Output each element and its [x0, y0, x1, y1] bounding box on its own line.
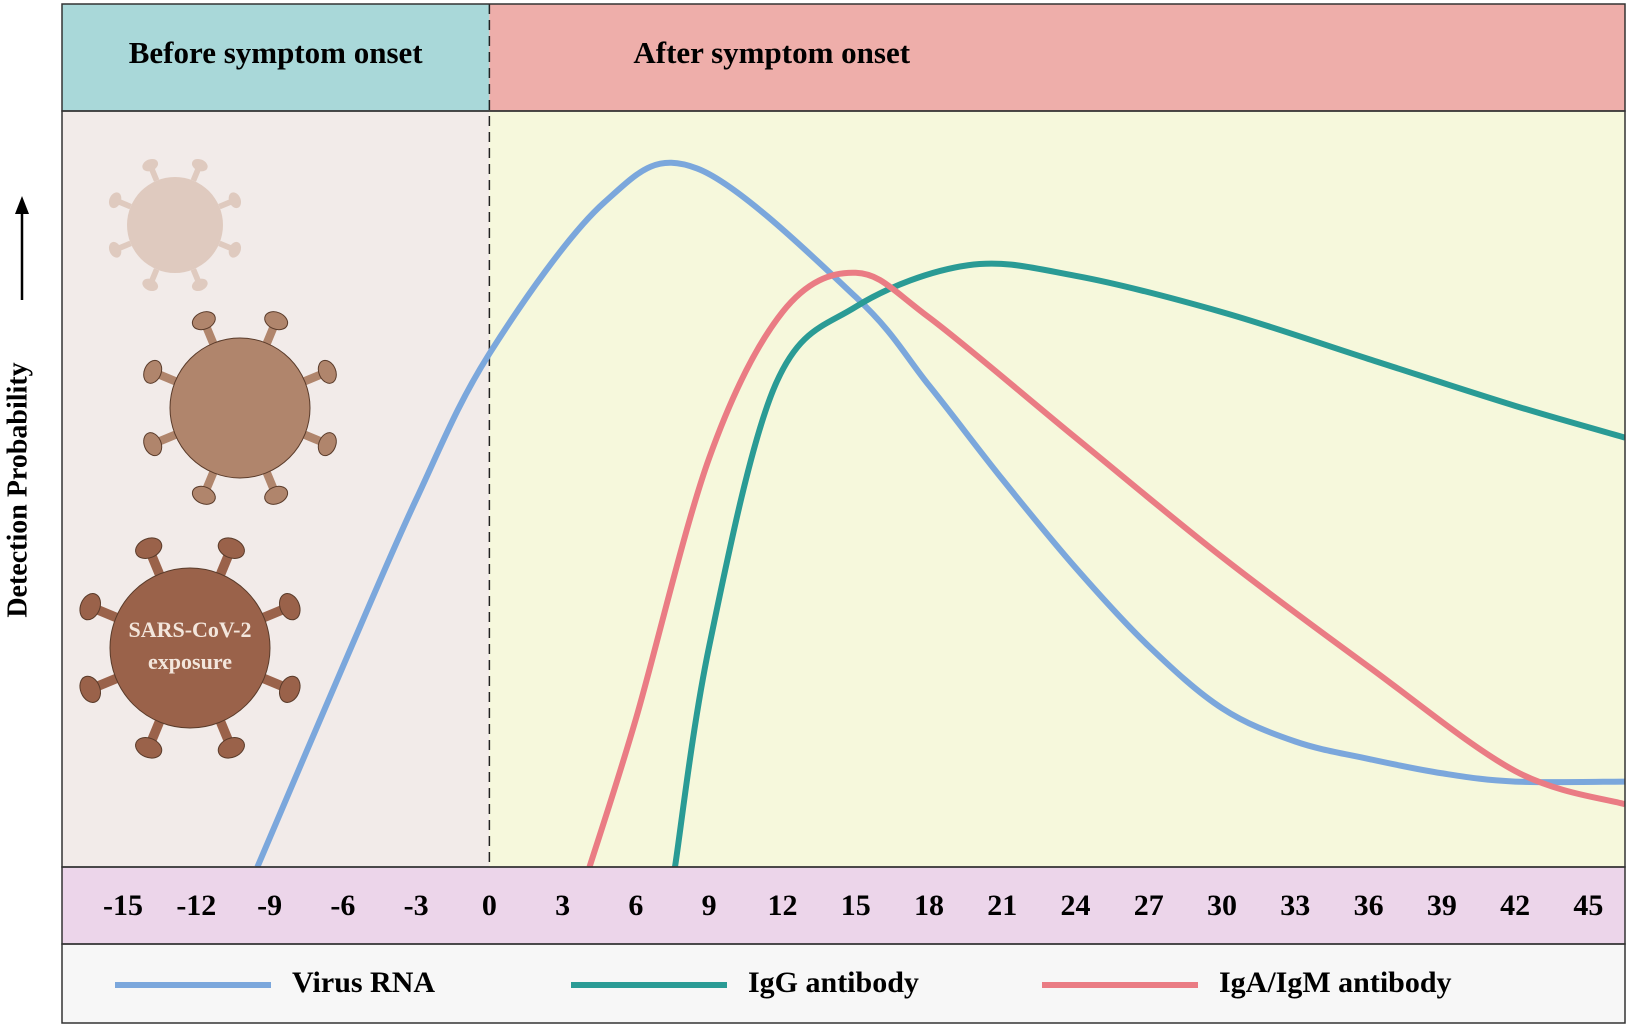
- virus-knob: [264, 311, 289, 331]
- virus-knob: [143, 432, 163, 457]
- legend: [62, 944, 1625, 1023]
- virus-spike: [114, 197, 132, 210]
- x-tick-label: 42: [1500, 889, 1530, 922]
- virus-knob: [191, 311, 216, 331]
- virus-knob: [278, 593, 301, 621]
- x-tick-label: 24: [1061, 889, 1091, 922]
- virus-icon: [108, 158, 242, 292]
- virus-knob: [264, 485, 289, 505]
- virus-spike: [114, 240, 132, 253]
- virus-spike: [190, 164, 203, 182]
- virus-icon: [79, 537, 301, 759]
- annotation: exposure: [148, 649, 232, 674]
- virus-knob: [228, 192, 242, 209]
- virus-icon: [143, 311, 337, 505]
- virus-knob: [228, 241, 242, 258]
- after-region: [489, 111, 1625, 867]
- x-tick-label: 0: [482, 889, 497, 922]
- virus-knob: [79, 675, 102, 703]
- x-tick-label: 12: [767, 889, 797, 922]
- x-tick-label: 3: [555, 889, 570, 922]
- virus-knob: [135, 537, 163, 560]
- virus-knob: [317, 432, 337, 457]
- virus-knob: [108, 192, 122, 209]
- curve: [254, 159, 1625, 867]
- x-tick-label: 33: [1280, 889, 1310, 922]
- x-tick-label: 21: [987, 889, 1017, 922]
- x-tick-label: -9: [257, 889, 282, 922]
- x-tick-label: 18: [914, 889, 944, 922]
- virus-spike: [147, 268, 160, 286]
- virus-knob: [142, 278, 159, 292]
- virus-knob: [191, 158, 208, 172]
- after-header: [489, 4, 1625, 111]
- frame: [61, 943, 1626, 1024]
- virus-spike: [218, 240, 236, 253]
- curve: [586, 269, 1625, 867]
- x-tick-label: -12: [176, 889, 216, 922]
- y-axis-label: Detection Probability: [2, 362, 33, 617]
- virus-spike: [218, 197, 236, 210]
- virus-knob: [217, 537, 245, 560]
- virus-knob: [142, 158, 159, 172]
- before-header: [62, 4, 490, 111]
- virus-knob: [143, 359, 163, 384]
- x-tick-label: 30: [1207, 889, 1237, 922]
- virus-knob: [79, 593, 102, 621]
- y-arrow-head: [15, 196, 29, 214]
- x-tick-label: -6: [330, 889, 355, 922]
- region-label: After symptom onset: [633, 35, 910, 70]
- legend-label: IgG antibody: [748, 966, 919, 999]
- x-tick-label: 6: [628, 889, 643, 922]
- legend-label: Virus RNA: [292, 966, 435, 999]
- virus-body: [109, 567, 271, 729]
- x-tick-label: 36: [1354, 889, 1384, 922]
- virus-knob: [217, 736, 245, 759]
- plot-area: [254, 159, 1625, 867]
- x-tick-label: 39: [1427, 889, 1457, 922]
- annotation: SARS-CoV-2: [128, 617, 251, 642]
- legend-label: IgA/IgM antibody: [1219, 966, 1452, 999]
- region-label: Before symptom onset: [129, 35, 424, 70]
- curve: [672, 260, 1625, 867]
- virus-knob: [191, 278, 208, 292]
- x-tick-label: 9: [702, 889, 717, 922]
- x-tick-label: -3: [404, 889, 429, 922]
- virus-knob: [108, 241, 122, 258]
- virus-knob: [317, 359, 337, 384]
- virus-knob: [191, 485, 216, 505]
- virus-knob: [278, 675, 301, 703]
- x-tick-label: 45: [1573, 889, 1603, 922]
- x-tick-label: 27: [1134, 889, 1164, 922]
- virus-spike: [147, 164, 160, 182]
- virus-spike: [190, 268, 203, 286]
- virus-body: [169, 337, 311, 479]
- virus-knob: [135, 736, 163, 759]
- x-tick-label: -15: [103, 889, 143, 922]
- virus-body: [127, 177, 223, 273]
- axis-band: [62, 867, 1625, 944]
- x-tick-label: 15: [841, 889, 871, 922]
